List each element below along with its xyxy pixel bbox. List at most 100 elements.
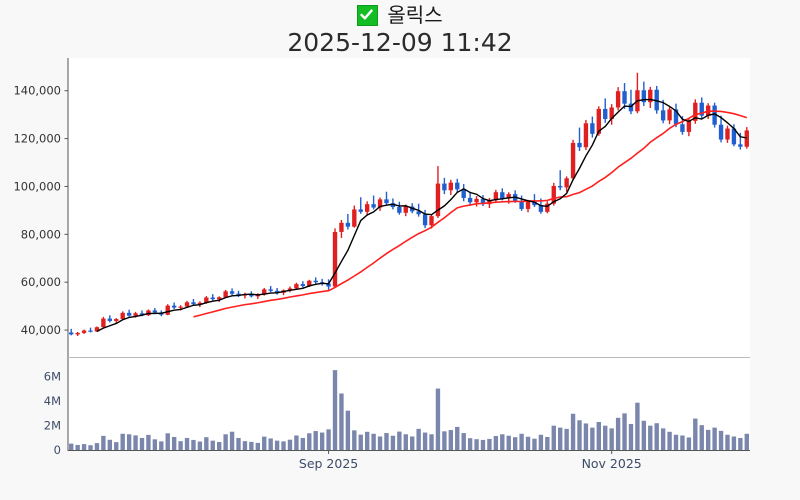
volume-bar xyxy=(551,425,556,450)
candle-body xyxy=(480,198,486,205)
volume-bar xyxy=(712,427,717,450)
candle-body xyxy=(545,203,550,212)
volume-bar xyxy=(577,420,582,450)
candle-body xyxy=(236,293,241,296)
volume-bar xyxy=(660,428,666,450)
volume-bar xyxy=(448,430,454,450)
candle-body xyxy=(461,189,466,198)
volume-bar xyxy=(114,442,119,450)
volume-bar xyxy=(416,428,421,450)
candle-body xyxy=(628,103,634,112)
volume-bar xyxy=(603,425,608,450)
candle-body xyxy=(75,332,80,335)
candle-body xyxy=(731,128,737,145)
volume-bar xyxy=(294,435,299,450)
candle-body xyxy=(570,142,576,179)
candle-body xyxy=(680,124,685,132)
candle-body xyxy=(88,330,93,332)
volume-bar xyxy=(204,437,209,450)
candle-body xyxy=(699,102,704,116)
volume-bar xyxy=(281,441,286,450)
volume-bar xyxy=(339,393,344,450)
chart-timestamp: 2025-12-09 11:42 xyxy=(287,28,513,57)
candle-body xyxy=(152,310,158,313)
volume-y-tick-label: 6M xyxy=(44,369,61,383)
volume-bar xyxy=(171,436,177,450)
candle-body xyxy=(744,130,749,147)
check-icon xyxy=(357,4,379,26)
chart-title-row: 올릭스 xyxy=(0,2,800,28)
candle-body xyxy=(197,302,203,305)
candle-body xyxy=(500,192,505,199)
candle-body xyxy=(229,291,235,294)
volume-bar xyxy=(178,441,183,450)
candle-body xyxy=(596,108,601,134)
volume-bar xyxy=(435,388,441,450)
volume-bar xyxy=(107,439,113,450)
volume-bar xyxy=(69,443,74,450)
candle-body xyxy=(410,206,415,212)
candle-body xyxy=(609,107,614,119)
volume-bar xyxy=(429,434,434,450)
candle-body xyxy=(114,319,119,321)
volume-bar xyxy=(570,413,576,450)
volume-bar xyxy=(358,434,363,450)
volume-bar xyxy=(146,434,151,450)
price-chart-panel[interactable]: 140,000 120,000 100,000 80,000 60,000 40,000 xyxy=(0,58,800,358)
volume-bar xyxy=(596,421,601,450)
x-axis-tick-label: Sep 2025 xyxy=(299,456,358,471)
candle-body xyxy=(467,197,473,203)
volume-bar xyxy=(371,433,376,450)
candle-body xyxy=(603,108,608,119)
candle-body xyxy=(551,185,556,204)
candle-body xyxy=(660,110,666,121)
volume-bar xyxy=(139,437,145,450)
candle-body xyxy=(384,199,389,204)
volume-bar xyxy=(609,428,614,450)
volume-bar xyxy=(268,438,273,450)
volume-bar xyxy=(94,443,100,450)
candle-body xyxy=(577,142,582,148)
candle-body xyxy=(474,198,479,203)
volume-bar xyxy=(274,440,280,450)
candle-body xyxy=(429,216,434,226)
volume-bar xyxy=(686,437,692,450)
candle-body xyxy=(371,204,376,208)
page-title: 올릭스 xyxy=(387,3,443,27)
candle-body xyxy=(448,182,454,191)
candle-body xyxy=(300,284,306,287)
volume-bar xyxy=(725,434,730,450)
volume-chart-panel[interactable]: 6M 4M 2M 0 Sep 2025 Nov 2025 xyxy=(0,358,800,483)
candle-body xyxy=(94,327,100,332)
volume-bar xyxy=(467,438,473,450)
volume-bar xyxy=(81,444,87,450)
volume-bar xyxy=(442,431,447,450)
volume-bar xyxy=(590,427,595,450)
volume-bar xyxy=(313,431,318,450)
volume-bar xyxy=(512,437,518,450)
moving-average-short-line xyxy=(96,98,747,332)
candle-body xyxy=(165,305,170,315)
volume-bar xyxy=(88,445,93,450)
candle-body xyxy=(397,207,402,213)
candle-body xyxy=(69,332,74,335)
volume-bar xyxy=(101,435,106,450)
volume-bar-series xyxy=(69,370,749,450)
candle-body xyxy=(107,318,113,321)
volume-bar xyxy=(641,420,647,450)
volume-bar xyxy=(583,423,589,450)
volume-bar xyxy=(191,439,196,450)
volume-bar xyxy=(152,439,158,450)
candle-body xyxy=(538,205,544,212)
candle-body xyxy=(693,102,698,121)
volume-bar xyxy=(403,434,408,450)
price-y-tick-label: 60,000 xyxy=(21,275,61,289)
candle-body xyxy=(506,194,511,199)
candle-body xyxy=(455,182,460,190)
candle-body xyxy=(274,290,280,293)
volume-bar xyxy=(731,436,737,450)
price-y-tick-label: 120,000 xyxy=(13,132,61,146)
volume-bar xyxy=(345,410,351,450)
price-y-tick-label: 40,000 xyxy=(21,323,61,337)
volume-bar xyxy=(377,436,383,450)
